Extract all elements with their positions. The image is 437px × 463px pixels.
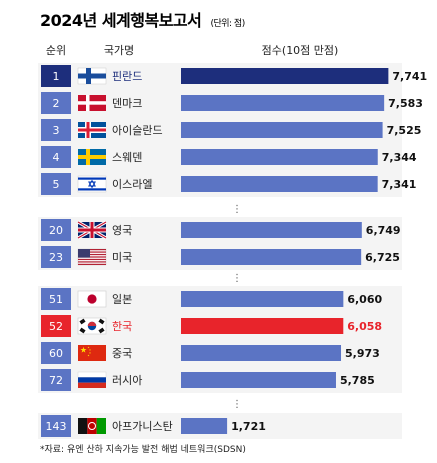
rank-box <box>41 146 71 168</box>
score-bar <box>181 291 344 307</box>
score-bar <box>181 122 383 138</box>
rank-label: 3 <box>53 124 60 137</box>
country-name: 러시아 <box>112 374 142 387</box>
country-name: 핀란드 <box>112 70 142 83</box>
score-bar <box>181 176 378 192</box>
score-label: 5,785 <box>340 374 375 387</box>
sweden-flag-icon <box>78 149 106 165</box>
rank-label: 4 <box>53 151 60 164</box>
country-name: 일본 <box>112 292 132 306</box>
rank-label: 1 <box>53 70 60 83</box>
country-name: 아프가니스탄 <box>112 420 173 433</box>
table-row: 72 러시아 5,785 <box>41 369 375 391</box>
score-bar <box>181 318 344 334</box>
afghanistan-flag-icon <box>78 418 106 434</box>
score-label: 7,741 <box>392 70 427 83</box>
row-separator: ⋮ <box>232 273 242 284</box>
row-separator: ⋮ <box>232 204 242 215</box>
iceland-flag-icon <box>78 122 106 138</box>
rank-box <box>41 119 71 141</box>
table-row: 52 한국 6,058 <box>41 315 382 337</box>
table-row: 23 미국 6,725 <box>41 246 400 268</box>
rank-label: 143 <box>46 420 67 433</box>
table-row: 20 영국 6,749 <box>41 219 401 241</box>
table-row: 1 핀란드 7,741 <box>41 65 427 87</box>
score-label: 6,060 <box>347 293 382 306</box>
rank-box <box>41 369 71 391</box>
uk-flag-icon <box>77 220 107 240</box>
usa-flag-icon <box>77 248 107 266</box>
rank-box <box>41 342 71 364</box>
rank-label: 23 <box>49 251 63 264</box>
source-note: *자료: 유엔 산하 지속가능 발전 해법 네트워크(SDSN) <box>40 444 246 455</box>
header-country: 국가명 <box>104 44 134 57</box>
score-label: 5,973 <box>345 347 380 360</box>
table-row: 143 아프가니스탄 1,721 <box>41 415 266 437</box>
country-name: 아이슬란드 <box>112 124 163 137</box>
header-rank: 순위 <box>46 44 66 57</box>
score-label: 7,341 <box>382 178 417 191</box>
table-row: 60 중국 5,973 <box>41 342 380 364</box>
rank-box <box>41 92 71 114</box>
score-bar <box>181 249 362 265</box>
denmark-flag-icon <box>78 95 106 111</box>
rank-box <box>41 415 71 437</box>
header-score: 점수(10점 만점) <box>262 44 339 57</box>
rank-box <box>41 315 71 337</box>
score-bar <box>181 372 336 388</box>
score-label: 7,583 <box>388 97 423 110</box>
rank-box <box>41 173 71 195</box>
rank-box <box>41 246 71 268</box>
score-label: 7,344 <box>382 151 417 164</box>
country-name: 미국 <box>112 251 132 264</box>
score-label: 6,058 <box>347 320 382 333</box>
country-name: 한국 <box>112 320 132 333</box>
score-label: 6,749 <box>366 224 401 237</box>
country-name: 영국 <box>112 224 132 237</box>
rank-label: 5 <box>53 178 60 191</box>
country-name: 덴마크 <box>112 97 142 110</box>
chart-subtitle: (단위: 점) <box>210 17 244 29</box>
country-name: 스웨덴 <box>112 151 142 164</box>
chart-title: 2024년 세계행복보고서 (단위: 점) <box>40 11 245 30</box>
country-name: 이스라엘 <box>112 178 152 191</box>
table-row: 3 아이슬란드 7,525 <box>41 119 421 141</box>
score-label: 6,725 <box>365 251 400 264</box>
japan-flag-icon <box>77 290 107 308</box>
rank-label: 52 <box>49 320 63 333</box>
separators: ⋮ ⋮ ⋮ <box>232 204 242 410</box>
score-bar <box>181 418 228 434</box>
rank-label: 2 <box>53 97 60 110</box>
china-flag-icon <box>78 345 106 361</box>
rank-box <box>41 65 71 87</box>
country-name: 중국 <box>112 347 132 360</box>
table-row: 4 스웨덴 7,344 <box>41 146 417 168</box>
rank-label: 60 <box>49 347 63 360</box>
table-row: 5 이스라엘 7,341 <box>41 173 416 195</box>
score-bar <box>181 222 362 238</box>
table-row: 51 일본 6,060 <box>41 288 382 310</box>
finland-flag-icon <box>77 67 107 85</box>
rank-box <box>41 288 71 310</box>
score-bar <box>181 95 385 111</box>
table-row: 2 덴마크 7,583 <box>41 92 423 114</box>
score-bar <box>181 149 378 165</box>
row-separator: ⋮ <box>232 399 242 410</box>
chart-title-main: 2024년 세계행복보고서 <box>40 11 201 30</box>
rank-label: 20 <box>49 224 63 237</box>
score-label: 1,721 <box>231 420 266 433</box>
score-label: 7,525 <box>387 124 422 137</box>
score-bar <box>181 68 389 84</box>
chart-rows: 1 핀란드 7,741 2 덴마크 7,583 3 아이슬란드 7,525 4 스웨덴 7,344 5 이… <box>41 65 427 437</box>
russia-flag-icon <box>77 371 107 388</box>
rank-label: 51 <box>49 293 63 306</box>
korea-flag-icon <box>77 317 107 335</box>
rank-box <box>41 219 71 241</box>
rank-label: 72 <box>49 374 63 387</box>
score-bar <box>181 345 342 361</box>
israel-flag-icon <box>77 175 107 193</box>
